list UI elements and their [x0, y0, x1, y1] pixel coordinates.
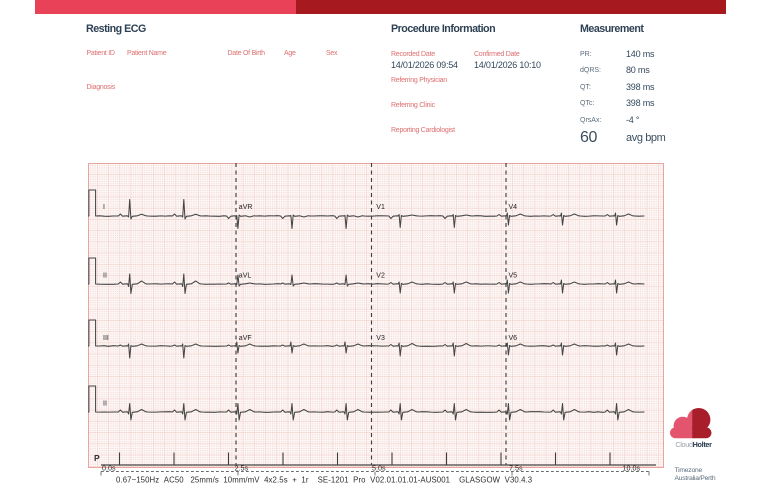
svg-text:7.5s: 7.5s — [509, 464, 523, 473]
svg-text:0.0s: 0.0s — [102, 464, 116, 473]
svg-text:V2: V2 — [376, 273, 385, 280]
svg-text:III: III — [103, 335, 109, 342]
svg-text:10.0s: 10.0s — [623, 464, 641, 473]
svg-text:V5: V5 — [509, 273, 518, 280]
svg-text:5.0s: 5.0s — [372, 464, 386, 473]
svg-text:II: II — [103, 401, 107, 408]
svg-text:aVR: aVR — [239, 204, 253, 211]
svg-text:V6: V6 — [509, 335, 518, 342]
svg-text:aVL: aVL — [239, 273, 252, 280]
svg-text:0.67~150Hz AC50 25mm/s 10m: 0.67~150Hz AC50 25mm/s 10mm/mV 4x2.5s + … — [116, 476, 532, 485]
svg-text:2.5s: 2.5s — [235, 464, 249, 473]
svg-text:V1: V1 — [376, 204, 385, 211]
svg-text:I: I — [103, 204, 105, 211]
svg-text:V3: V3 — [376, 335, 385, 342]
svg-text:aVF: aVF — [239, 335, 252, 342]
svg-text:P: P — [94, 453, 100, 463]
svg-text:II: II — [103, 273, 107, 280]
svg-text:V4: V4 — [509, 204, 518, 211]
